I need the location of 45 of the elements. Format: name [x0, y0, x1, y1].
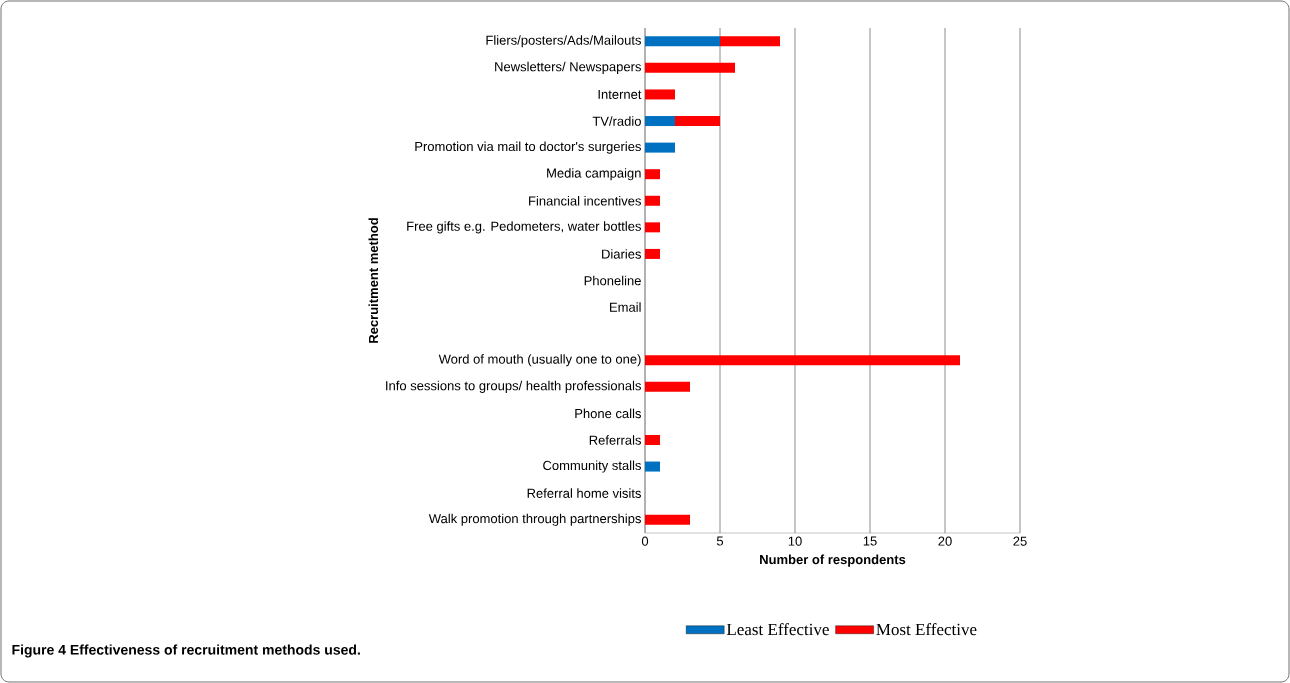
- x-tick-label: 15: [863, 536, 877, 546]
- y-tick-label: TV/radio: [592, 116, 641, 126]
- bar: [645, 461, 661, 472]
- y-tick-label: Financial incentives: [529, 195, 641, 206]
- bar: [645, 169, 661, 180]
- x-axis-title: Number of respondents: [760, 554, 906, 567]
- x-tick-label: 0: [641, 536, 649, 546]
- bar: [645, 381, 690, 392]
- y-tick-label: Promotion via mail to doctor's surgeries: [415, 141, 641, 154]
- bar: [645, 514, 690, 525]
- bar: [645, 195, 661, 206]
- x-tick-label: 20: [938, 536, 952, 546]
- bar: [645, 62, 736, 73]
- y-tick-label: Walk promotion through partnerships: [428, 513, 641, 526]
- bar: [645, 434, 661, 445]
- y-tick-label: Referrals: [589, 435, 641, 445]
- y-tick-label: Info sessions to groups/ health professionals: [386, 380, 641, 393]
- y-tick-label: Email: [610, 302, 641, 312]
- y-tick-label: Phoneline: [584, 275, 641, 286]
- y-axis-title: Recruitment method: [368, 218, 379, 343]
- bar: [645, 36, 721, 47]
- x-tick-label: 5: [716, 536, 724, 546]
- y-tick-label: Fliers/posters/Ads/Mailouts: [486, 35, 641, 48]
- legend-label: Least Effective: [726, 623, 829, 636]
- y-tick-label: Community stalls: [543, 460, 641, 473]
- bar: [645, 89, 676, 100]
- y-tick-label: Free gifts e.g. Pedometers, water bottles: [407, 221, 641, 234]
- caption: Figure 4 Effectiveness of recruitment methods used.: [12, 644, 360, 658]
- bar: [645, 248, 661, 259]
- y-tick-label: Internet: [598, 89, 642, 99]
- y-tick-label: Phone calls: [575, 408, 641, 419]
- bar: [645, 222, 661, 233]
- y-tick-label: Diaries: [602, 249, 641, 259]
- bar: [645, 355, 961, 366]
- bar: [675, 116, 721, 127]
- x-tick-label: 25: [1013, 536, 1027, 546]
- bar: [720, 36, 781, 47]
- y-tick-label: Referral home visits: [527, 488, 641, 498]
- bar: [645, 142, 676, 153]
- legend-label: Most Effective: [876, 623, 977, 636]
- y-tick-label: Media campaign: [547, 168, 641, 181]
- y-tick-label: Newsletters/ Newspapers: [495, 61, 641, 74]
- x-tick-label: 10: [788, 536, 802, 546]
- bar: [645, 116, 676, 127]
- y-tick-label: Word of mouth (usually one to one): [438, 354, 641, 367]
